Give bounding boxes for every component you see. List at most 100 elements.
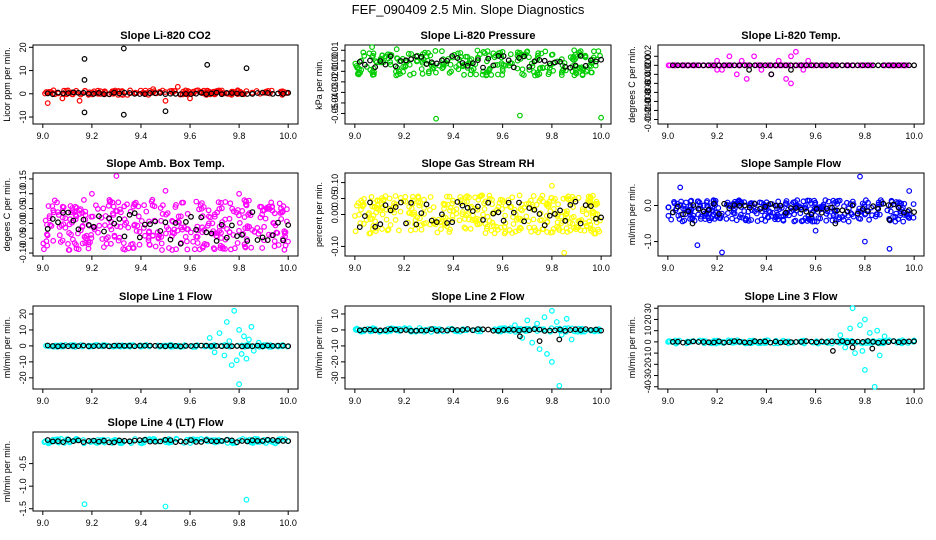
data-point: [549, 51, 556, 58]
data-point: [203, 229, 210, 236]
data-point: [147, 221, 153, 228]
data-point: [234, 240, 241, 246]
x-tick-label: 9.4: [447, 131, 460, 141]
data-point: [870, 338, 876, 345]
data-point: [285, 343, 292, 350]
data-point: [106, 91, 112, 98]
data-point: [768, 71, 775, 78]
data-point: [719, 66, 725, 73]
data-point: [886, 245, 893, 252]
data-point: [767, 209, 773, 216]
x-tick-label: 9.2: [86, 263, 99, 273]
data-point: [146, 241, 153, 248]
data-point: [444, 327, 451, 334]
data-point: [748, 217, 755, 223]
data-point: [485, 199, 492, 206]
data-point: [111, 233, 118, 240]
data-point: [558, 331, 565, 338]
data-point: [712, 201, 719, 208]
series-25-min: [44, 209, 292, 247]
data-point: [444, 220, 451, 226]
data-point: [723, 215, 730, 222]
data-point: [285, 222, 292, 228]
data-point: [281, 228, 288, 235]
panel-title: Slope Li-820 CO2: [120, 30, 210, 42]
data-point: [510, 326, 517, 333]
data-point: [204, 222, 211, 229]
data-point: [236, 327, 243, 333]
data-point: [767, 201, 774, 207]
data-point: [812, 199, 819, 206]
data-point: [788, 66, 794, 73]
data-point: [418, 226, 425, 233]
y-tick-label: 0: [330, 327, 340, 332]
data-point: [415, 193, 422, 200]
data-point: [567, 201, 574, 208]
data-point: [464, 193, 471, 200]
data-point: [187, 229, 194, 236]
data-point: [234, 233, 240, 240]
plot-frame: [344, 305, 612, 390]
data-point: [155, 235, 162, 242]
data-point: [259, 234, 266, 241]
data-point: [89, 213, 96, 220]
data-point: [516, 199, 522, 206]
x-tick-label: 10.0: [592, 396, 610, 406]
data-point: [695, 205, 702, 212]
data-point: [473, 71, 480, 78]
data-point: [70, 217, 77, 224]
data-point: [690, 338, 697, 345]
data-point: [228, 437, 235, 444]
series-25-min: [669, 200, 917, 227]
data-point: [397, 208, 404, 215]
data-point: [379, 211, 386, 218]
data-point: [280, 90, 287, 97]
series-all: [40, 173, 291, 253]
data-point: [591, 48, 597, 55]
data-point: [432, 326, 439, 333]
data-point: [788, 80, 794, 87]
data-point: [147, 342, 153, 349]
data-point: [90, 90, 97, 97]
data-point: [173, 435, 180, 442]
panel-title: Slope Line 4 (LT) Flow: [108, 417, 224, 429]
data-point: [523, 213, 530, 220]
data-point: [211, 211, 218, 218]
x-tick-label: 9.0: [349, 396, 362, 406]
data-point: [825, 198, 832, 205]
data-point: [81, 109, 88, 116]
data-point: [741, 202, 748, 209]
data-point: [275, 219, 281, 226]
data-point: [100, 205, 107, 212]
data-point: [671, 200, 678, 207]
data-point: [275, 242, 282, 248]
data-point: [414, 214, 421, 221]
data-point: [226, 343, 233, 350]
data-point: [543, 201, 550, 208]
data-point: [229, 205, 236, 212]
data-point: [218, 205, 225, 212]
data-point: [837, 332, 844, 339]
data-point: [531, 224, 538, 231]
data-point: [85, 239, 92, 246]
data-point: [741, 208, 748, 215]
data-point: [567, 220, 573, 227]
data-point: [157, 438, 164, 445]
data-point: [729, 215, 735, 222]
data-point: [88, 190, 95, 197]
data-point: [813, 339, 820, 346]
data-point: [687, 215, 693, 222]
data-point: [785, 62, 792, 69]
data-point: [911, 209, 917, 216]
data-point: [490, 222, 497, 229]
data-point: [162, 219, 169, 226]
data-point: [737, 211, 744, 218]
data-point: [120, 111, 127, 118]
data-point: [589, 210, 596, 216]
data-point: [75, 226, 82, 233]
data-point: [169, 218, 176, 225]
data-point: [675, 203, 681, 210]
y-tick-label: -30: [330, 371, 340, 384]
y-axis-label: degees C per min.: [2, 178, 12, 252]
data-point: [208, 90, 215, 97]
